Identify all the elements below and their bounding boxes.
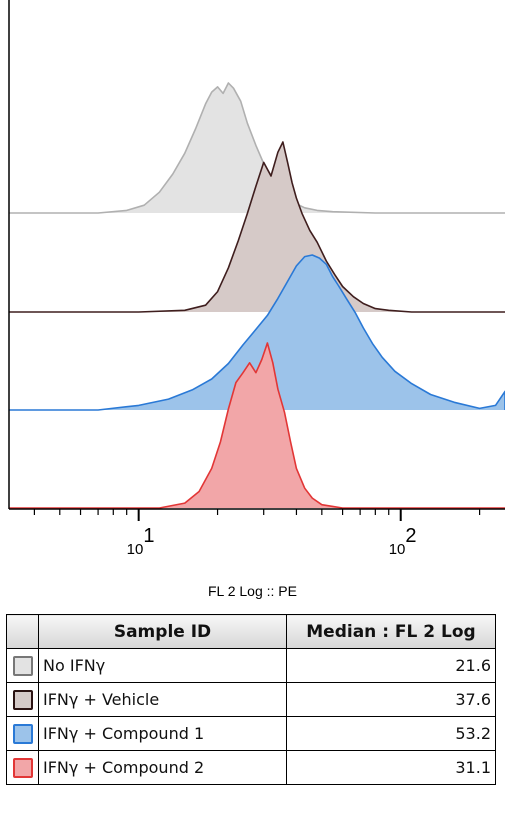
histogram-curves (9, 82, 505, 509)
table-row: IFNγ + Compound 1 53.2 (6, 716, 496, 751)
header-median: Median : FL 2 Log (286, 614, 496, 649)
header-swatch-cell (6, 614, 39, 649)
row-swatch-cell (6, 750, 39, 785)
x-tick-label: 101 (127, 525, 155, 558)
row-swatch-cell (6, 682, 39, 717)
histogram-line (9, 141, 505, 313)
sample-name: IFNγ + Compound 2 (38, 750, 287, 785)
sample-name: No IFNγ (38, 648, 287, 683)
histogram-line (9, 342, 505, 509)
table-header-row: Sample ID Median : FL 2 Log (6, 614, 496, 649)
plot-axes: 101 102 (8, 0, 505, 558)
header-sample-id: Sample ID (38, 614, 287, 649)
x-tick-label: 102 (389, 525, 417, 558)
table-row: IFNγ + Compound 2 31.1 (6, 750, 496, 785)
histogram-area (59, 83, 447, 213)
x-axis-label: FL 2 Log :: PE (208, 583, 297, 599)
color-swatch (12, 689, 33, 710)
median-value: 21.6 (286, 648, 496, 683)
median-value: 31.1 (286, 750, 496, 785)
histogram-series (9, 342, 505, 509)
histogram-series (9, 141, 505, 313)
histogram-plot: 101 102 (8, 0, 505, 558)
table-row: No IFNγ 21.6 (6, 648, 496, 683)
median-summary-table: Sample ID Median : FL 2 Log No IFNγ 21.6… (6, 614, 496, 785)
histogram-area (138, 142, 447, 312)
histogram-series (9, 254, 505, 411)
histogram-line (9, 82, 505, 214)
sample-name: IFNγ + Compound 1 (38, 716, 287, 751)
color-swatch (12, 757, 33, 778)
table-row: IFNγ + Vehicle 37.6 (6, 682, 496, 717)
row-swatch-cell (6, 716, 39, 751)
histogram-line (9, 254, 505, 411)
median-value: 37.6 (286, 682, 496, 717)
sample-name: IFNγ + Vehicle (38, 682, 287, 717)
median-value: 53.2 (286, 716, 496, 751)
color-swatch (12, 655, 33, 676)
row-swatch-cell (6, 648, 39, 683)
histogram-area (159, 343, 361, 508)
color-swatch (12, 723, 33, 744)
histogram-area (98, 255, 505, 410)
histogram-series (9, 82, 505, 214)
